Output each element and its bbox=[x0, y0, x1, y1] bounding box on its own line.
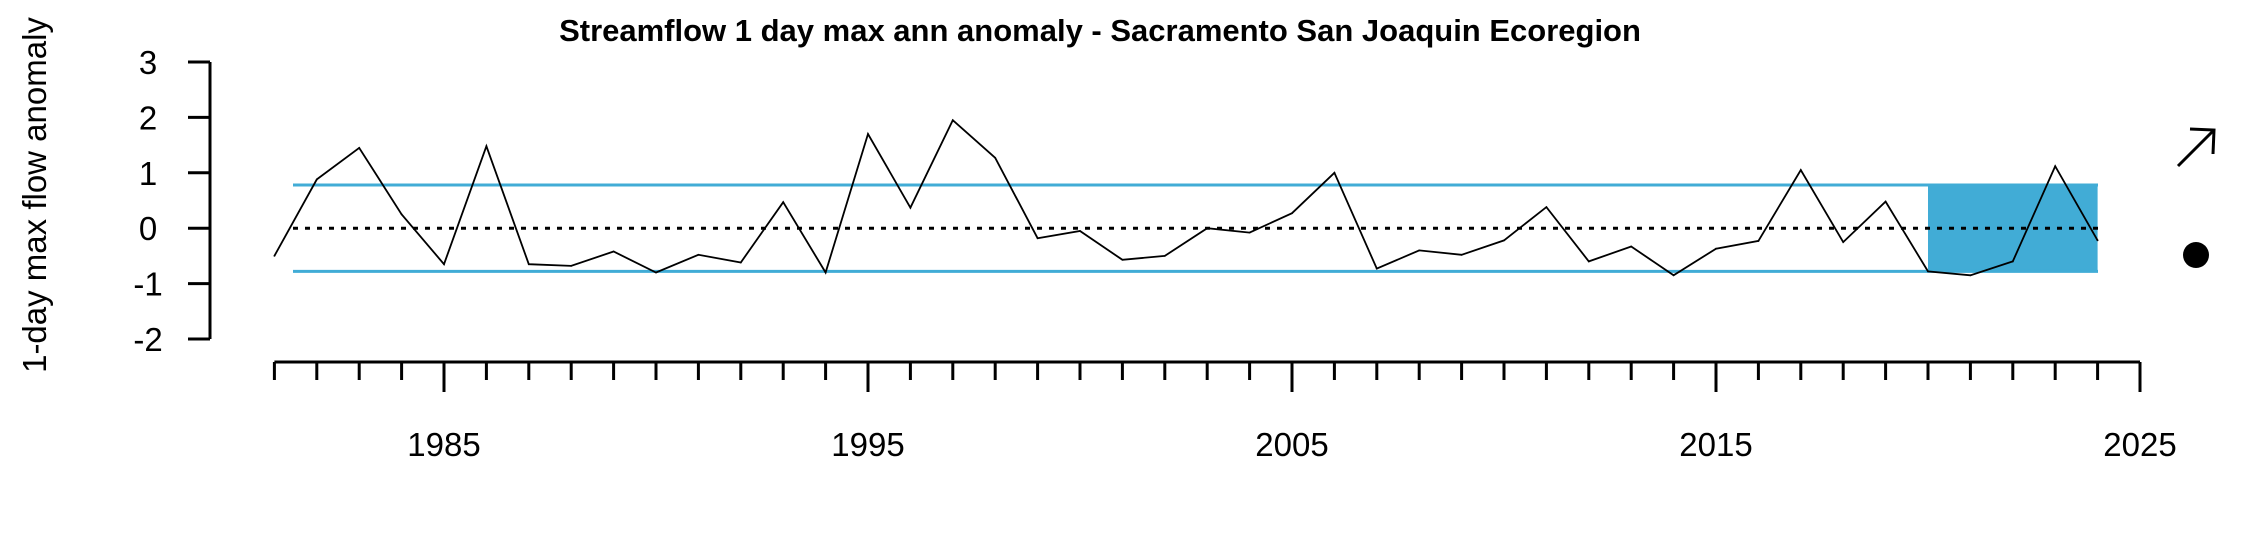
data-point bbox=[782, 201, 785, 204]
data-point bbox=[527, 263, 530, 266]
y-axis-label: 1-day max flow anomaly bbox=[16, 17, 53, 373]
data-point bbox=[1163, 255, 1166, 257]
data-point bbox=[273, 255, 276, 257]
data-point bbox=[1799, 169, 1802, 171]
data-point bbox=[1630, 245, 1633, 248]
data-point bbox=[1079, 230, 1081, 232]
data-point bbox=[1884, 200, 1887, 203]
data-point bbox=[612, 250, 615, 253]
data-point bbox=[1333, 171, 1336, 174]
data-point bbox=[824, 271, 827, 274]
data-point bbox=[1121, 258, 1124, 261]
data-point bbox=[867, 133, 869, 135]
data-point bbox=[1248, 231, 1251, 234]
data-point bbox=[443, 263, 445, 266]
data-point bbox=[1545, 206, 1548, 209]
y-tick-label: 1 bbox=[139, 155, 157, 192]
x-tick-label: 1995 bbox=[831, 426, 904, 463]
data-point bbox=[2054, 165, 2057, 168]
data-point bbox=[1036, 237, 1039, 240]
data-point bbox=[909, 206, 912, 209]
series-line bbox=[273, 118, 2099, 277]
data-point bbox=[1927, 270, 1929, 273]
x-axis: 1985 1995 2005 2015 2025 bbox=[272, 360, 2177, 463]
data-point bbox=[1503, 239, 1505, 242]
data-point bbox=[697, 253, 700, 256]
data-point bbox=[1375, 267, 1378, 270]
y-tick-label: -2 bbox=[133, 321, 162, 358]
data-point bbox=[2096, 239, 2099, 242]
data-point bbox=[994, 156, 997, 159]
data-point bbox=[1460, 253, 1463, 256]
data-point bbox=[2011, 260, 2014, 263]
plot-area bbox=[273, 118, 2099, 277]
y-tick-label: -1 bbox=[133, 266, 162, 303]
data-point bbox=[1842, 241, 1845, 243]
x-tick-label: 2005 bbox=[1255, 426, 1328, 463]
data-point bbox=[1672, 274, 1675, 277]
data-point bbox=[1757, 240, 1760, 242]
data-point bbox=[1418, 249, 1421, 252]
y-axis: -2 -1 0 1 2 3 bbox=[133, 44, 212, 358]
arrow-up-right-icon bbox=[2176, 127, 2216, 168]
data-point bbox=[485, 145, 488, 148]
data-point bbox=[951, 119, 954, 122]
y-tick-label: 0 bbox=[139, 210, 157, 247]
x-tick-label: 1985 bbox=[407, 426, 480, 463]
data-point bbox=[1206, 227, 1209, 230]
y-tick-label: 2 bbox=[139, 99, 157, 136]
data-point bbox=[1587, 260, 1590, 263]
data-point bbox=[400, 213, 403, 216]
filled-circle-icon bbox=[2183, 242, 2209, 268]
data-point bbox=[570, 264, 573, 267]
x-tick-label: 2025 bbox=[2103, 426, 2176, 463]
chart-title: Streamflow 1 day max ann anomaly - Sacra… bbox=[559, 13, 1641, 48]
data-point bbox=[1969, 274, 1972, 277]
data-point bbox=[655, 271, 657, 274]
data-point bbox=[1715, 247, 1717, 250]
data-point bbox=[739, 261, 742, 264]
x-tick-label: 2015 bbox=[1679, 426, 1752, 463]
y-tick-label: 3 bbox=[139, 44, 157, 81]
data-point bbox=[358, 146, 361, 149]
data-point bbox=[1291, 212, 1293, 215]
data-point bbox=[315, 178, 318, 181]
